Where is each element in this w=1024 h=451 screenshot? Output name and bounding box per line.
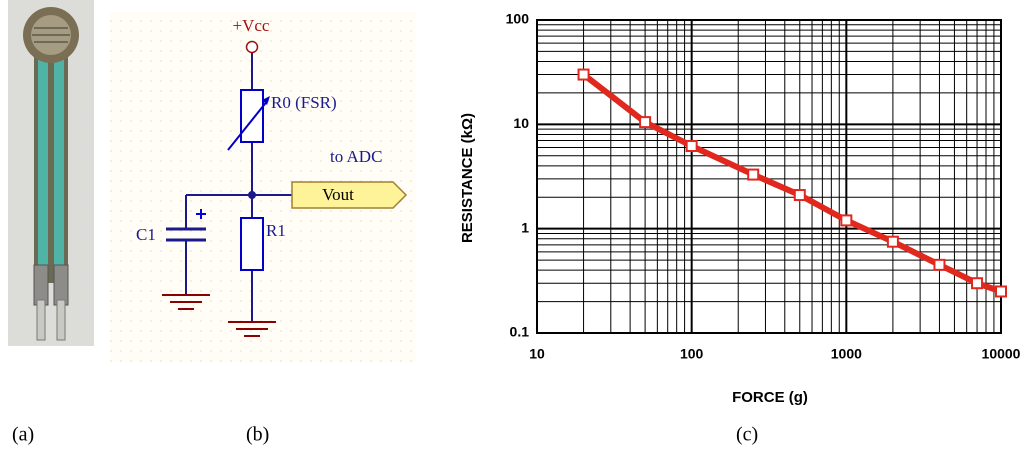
data-point [933,258,946,271]
sensor-label: R0 (FSR) [271,93,337,112]
sensor-photo [8,0,94,346]
resistor-label: R1 [266,221,286,240]
plot-frame [536,19,1002,334]
x-tick-label: 10 [529,346,545,362]
data-point [685,139,698,152]
supply-label: +Vcc [233,16,270,35]
y-tick-label: 100 [506,11,530,27]
capacitor-label: C1 [136,225,156,244]
data-line [581,72,1002,295]
x-tick-label: 1000 [831,346,862,362]
y-tick-label: 0.1 [510,324,530,340]
x-tick-label: 100 [680,346,704,362]
x-tick-label: 10000 [982,346,1021,362]
data-point [747,168,760,181]
output-label: Vout [322,185,354,204]
data-point [639,116,652,129]
y-tick-label: 1 [521,219,529,235]
y-tick-label: 10 [513,115,529,131]
output-note: to ADC [330,147,382,166]
data-point [971,277,984,290]
panel-label: (a) [12,424,34,446]
chart: 10 100 1000 10000 0.1 1 10 100 [506,11,1021,362]
data-point [840,214,853,227]
data-point [577,68,590,81]
circuit: +Vcc R0 (FSR) to ADC Vout C1 R1 [110,12,416,362]
panel-label: (b) [246,424,269,446]
plot-area [537,20,1001,333]
x-axis-label: FORCE (g) [732,389,808,406]
data-point [995,285,1007,298]
data-point [793,189,806,202]
data-point [886,235,899,248]
panel-label: (c) [736,424,758,446]
y-axis-label: RESISTANCE (kΩ) [459,113,476,243]
